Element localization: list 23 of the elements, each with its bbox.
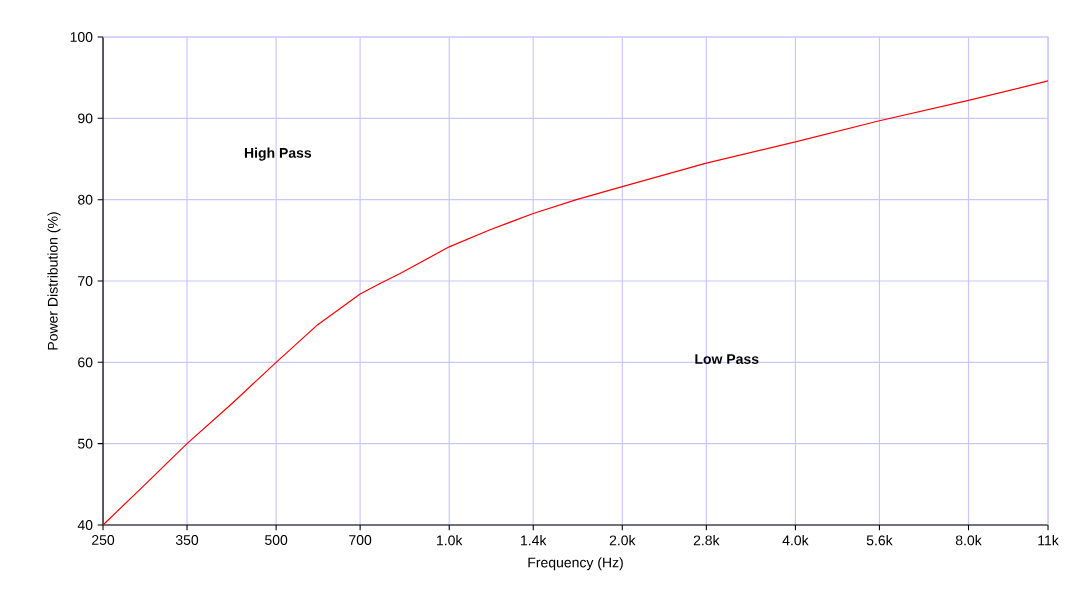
x-axis-title: Frequency (Hz) bbox=[528, 557, 623, 571]
x-tick-label: 11k bbox=[1038, 535, 1059, 546]
x-tick-label: 8.0k bbox=[955, 535, 982, 546]
x-tick-label: 1.0k bbox=[437, 535, 463, 546]
y-tick-label: 40 bbox=[77, 520, 93, 530]
x-tick-label: 250 bbox=[92, 535, 115, 545]
x-tick-label: 2.8k bbox=[693, 535, 720, 546]
x-tick-label: 350 bbox=[175, 535, 199, 545]
x-tick-label: 500 bbox=[265, 535, 288, 545]
x-tick-label: 2.0k bbox=[609, 535, 636, 546]
y-tick-label: 70 bbox=[78, 276, 93, 286]
annotation: High Pass bbox=[244, 147, 312, 161]
y-tick-label: 50 bbox=[77, 438, 93, 449]
x-tick-label: 4.0k bbox=[782, 535, 809, 546]
x-tick-label: 1.4k bbox=[521, 535, 547, 546]
annotation: Low Pass bbox=[695, 354, 759, 364]
y-tick-label: 80 bbox=[78, 194, 93, 205]
x-tick-label: 5.6k bbox=[866, 535, 893, 546]
y-tick-label: 60 bbox=[78, 357, 93, 368]
y-axis-title: Power Distribution (%) bbox=[47, 212, 61, 350]
x-tick-label: 700 bbox=[349, 535, 372, 545]
y-tick-label: 90 bbox=[78, 113, 93, 124]
y-tick-label: 100 bbox=[70, 32, 93, 42]
